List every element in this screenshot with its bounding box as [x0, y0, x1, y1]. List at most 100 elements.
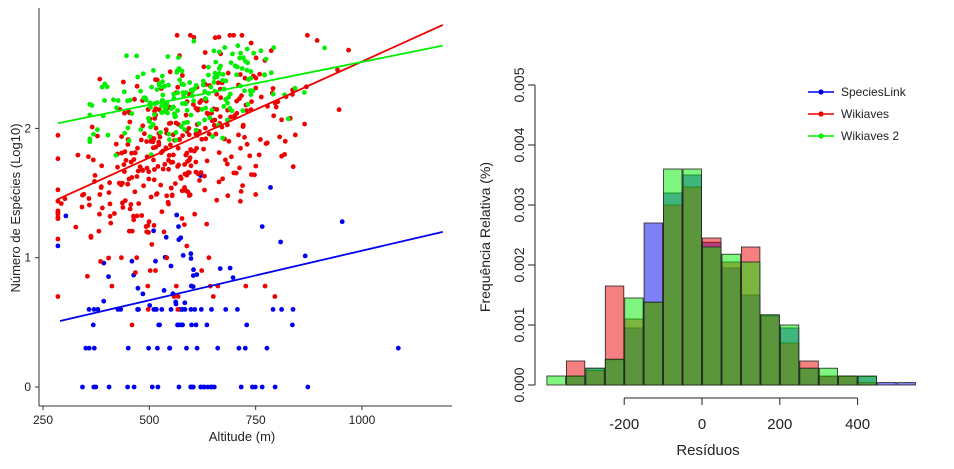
scatter-point [144, 139, 150, 144]
scatter-point [133, 270, 138, 275]
scatter-point [153, 125, 159, 131]
scatter-point [164, 102, 170, 108]
scatter-point [155, 164, 161, 169]
scatter-point [151, 157, 156, 163]
scatter-point [216, 71, 222, 76]
scatter-point [102, 98, 107, 103]
scatter-point [220, 77, 225, 83]
scatter-point [235, 43, 241, 49]
histogram-bar [838, 375, 858, 386]
scatter-point [119, 134, 124, 140]
scatter-point [236, 132, 241, 138]
scatter-point [141, 95, 147, 101]
scatter-point [139, 213, 145, 218]
scatter-point [202, 187, 207, 193]
scatter-point [176, 237, 182, 243]
scatter-point [112, 211, 117, 216]
scatter-point [180, 253, 186, 258]
scatter-point [161, 229, 167, 235]
scatter-point [128, 202, 134, 207]
scatter-point [122, 198, 128, 204]
scatter-point [175, 84, 181, 90]
scatter-point [224, 161, 230, 167]
scatter-point [169, 193, 175, 199]
scatter-point [268, 70, 274, 76]
scatter-point [256, 152, 262, 158]
scatter-point [147, 268, 153, 273]
scatter-point [183, 152, 189, 158]
scatter-point [172, 114, 178, 120]
scatter-y-axis-title: Número de Espécies (Log10) [8, 123, 23, 292]
scatter-point [182, 300, 188, 306]
scatter-point [123, 157, 129, 163]
scatter-point [93, 384, 99, 390]
scatter-point [231, 32, 237, 38]
histogram-bar [760, 314, 780, 386]
scatter-point [249, 99, 255, 104]
scatter-point [166, 121, 172, 126]
scatter-point [204, 322, 210, 328]
scatter-point [146, 176, 152, 182]
scatter-point [86, 196, 92, 201]
scatter-point [141, 183, 147, 189]
scatter-point [322, 45, 327, 51]
scatter-point [175, 90, 181, 96]
scatter-point [206, 64, 211, 70]
scatter-point [148, 194, 154, 200]
scatter-point [212, 70, 218, 76]
scatter-point [127, 206, 133, 212]
histogram-x-tick-label: 200 [767, 416, 792, 433]
scatter-point [188, 251, 194, 257]
scatter-point [162, 161, 168, 167]
scatter-point [107, 201, 113, 207]
scatter-point [239, 66, 245, 71]
scatter-point [253, 192, 259, 197]
scatter-point [160, 166, 166, 172]
scatter-point [96, 228, 102, 234]
scatter-point [91, 131, 96, 137]
scatter-plot-panel: 250 500 750 1000 0 1 2 Altitude (m) Número de … [8, 8, 452, 444]
scatter-point [182, 222, 187, 228]
histogram-bar [896, 382, 916, 386]
histogram-bar [566, 375, 586, 386]
scatter-point [203, 105, 209, 111]
scatter-point [193, 159, 199, 165]
scatter-point [127, 119, 133, 125]
scatter-point [247, 153, 253, 159]
scatter-point [180, 73, 185, 78]
histogram-x-tick-label: -200 [609, 416, 639, 433]
scatter-point [225, 193, 231, 199]
scatter-point [122, 130, 128, 136]
scatter-point [55, 209, 61, 215]
scatter-point [113, 152, 119, 158]
scatter-point [193, 127, 199, 133]
scatter-point [237, 165, 242, 171]
scatter-point [213, 131, 219, 137]
scatter-point [270, 91, 276, 97]
scatter-point [173, 120, 179, 126]
scatter-point [145, 307, 151, 312]
scatter-point [201, 64, 207, 70]
scatter-point [218, 95, 224, 101]
scatter-point [216, 150, 222, 156]
scatter-point [97, 76, 103, 82]
scatter-point [339, 219, 345, 225]
scatter-point [179, 216, 185, 221]
scatter-point [134, 255, 140, 261]
scatter-point [131, 157, 137, 162]
scatter-point [163, 127, 169, 132]
scatter-point [55, 243, 61, 249]
scatter-point [182, 127, 187, 132]
scatter-point [125, 384, 130, 390]
scatter-point [129, 322, 135, 328]
scatter-point [90, 322, 96, 328]
scatter-point [191, 98, 197, 104]
scatter-point [171, 104, 176, 110]
scatter-point [244, 322, 250, 328]
scatter-point [153, 144, 159, 150]
scatter-point [153, 258, 158, 264]
scatter-point [213, 59, 219, 65]
scatter-point [87, 136, 93, 142]
scatter-point [106, 384, 112, 390]
